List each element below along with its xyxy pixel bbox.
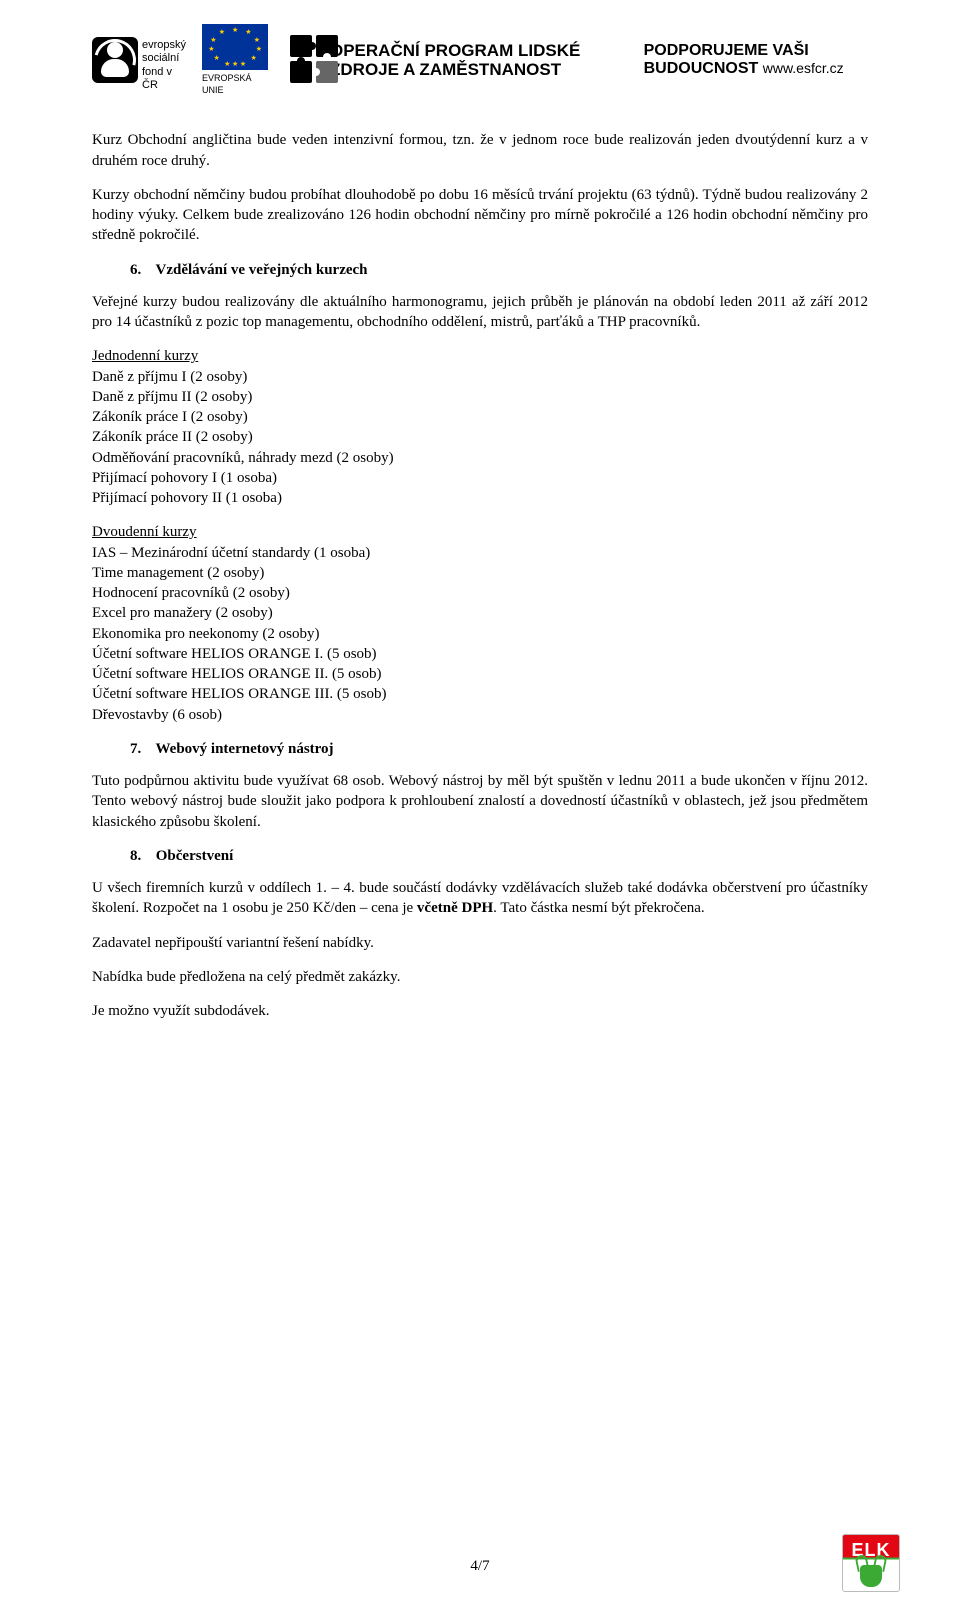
p5-bold: včetně DPH bbox=[417, 900, 493, 916]
elk-logo: ELK bbox=[842, 1534, 900, 1592]
esf-line1: evropský bbox=[142, 39, 186, 52]
list-item: Zákoník práce II (2 osoby) bbox=[92, 427, 868, 447]
paragraph-offer: Nabídka bude předložena na celý předmět … bbox=[92, 967, 868, 987]
section-6-text: Vzdělávání ve veřejných kurzech bbox=[155, 262, 367, 278]
paragraph-intro-2: Kurzy obchodní němčiny budou probíhat dl… bbox=[92, 185, 868, 246]
list-item: Hodnocení pracovníků (2 osoby) bbox=[92, 583, 868, 603]
paragraph-subcontract: Je možno využít subdodávek. bbox=[92, 1001, 868, 1021]
list-item: Excel pro manažery (2 osoby) bbox=[92, 603, 868, 623]
oneday-courses-block: Jednodenní kurzy Daně z příjmu I (2 osob… bbox=[92, 346, 868, 508]
list-item: Odměňování pracovníků, náhrady mezd (2 o… bbox=[92, 448, 868, 468]
elk-icon bbox=[843, 1557, 899, 1589]
list-item: Přijímací pohovory II (1 osoba) bbox=[92, 488, 868, 508]
list-item: IAS – Mezinárodní účetní standardy (1 os… bbox=[92, 543, 868, 563]
program-block: OPERAČNÍ PROGRAM LIDSKÉ ZDROJE A ZAMĚSTN… bbox=[290, 35, 622, 85]
list-item: Ekonomika pro neekonomy (2 osoby) bbox=[92, 624, 868, 644]
header-band: evropský sociální fond v ČR ★ ★ ★ ★ ★ ★ … bbox=[92, 24, 868, 96]
section-7-text: Webový internetový nástroj bbox=[155, 741, 333, 757]
list-item: Daně z příjmu I (2 osoby) bbox=[92, 367, 868, 387]
program-line1: OPERAČNÍ PROGRAM bbox=[330, 41, 513, 60]
list-item: Přijímací pohovory I (1 osoba) bbox=[92, 468, 868, 488]
section-8-num: 8. bbox=[130, 846, 152, 866]
page-number: 4/7 bbox=[0, 1556, 960, 1576]
list-item: Účetní software HELIOS ORANGE II. (5 oso… bbox=[92, 664, 868, 684]
list-item: Zákoník práce I (2 osoby) bbox=[92, 407, 868, 427]
esf-line3: fond v ČR bbox=[142, 66, 186, 92]
paragraph-section-8: U všech firemních kurzů v oddílech 1. – … bbox=[92, 878, 868, 919]
eu-caption: EVROPSKÁ UNIE bbox=[202, 72, 268, 96]
eu-flag-block: ★ ★ ★ ★ ★ ★ ★ ★ ★ ★ ★ ★ EVROPSKÁ UNIE bbox=[202, 24, 268, 96]
section-8-text: Občerstvení bbox=[156, 848, 233, 864]
paragraph-intro-1: Kurz Obchodní angličtina bude veden inte… bbox=[92, 130, 868, 171]
paragraph-section-6: Veřejné kurzy budou realizovány dle aktu… bbox=[92, 292, 868, 333]
support-block: PODPORUJEME VAŠI BUDOUCNOST www.esfcr.cz bbox=[644, 42, 868, 79]
twoday-courses-block: Dvoudenní kurzy IAS – Mezinárodní účetní… bbox=[92, 522, 868, 725]
paragraph-section-7: Tuto podpůrnou aktivitu bude využívat 68… bbox=[92, 771, 868, 832]
esf-logo-block: evropský sociální fond v ČR bbox=[92, 37, 180, 83]
section-7-title: 7. Webový internetový nástroj bbox=[130, 739, 868, 759]
twoday-title: Dvoudenní kurzy bbox=[92, 522, 868, 542]
esf-line2: sociální bbox=[142, 52, 186, 65]
esf-logo: evropský sociální fond v ČR bbox=[92, 37, 180, 83]
puzzle-icon bbox=[290, 35, 320, 85]
list-item: Účetní software HELIOS ORANGE I. (5 osob… bbox=[92, 644, 868, 664]
list-item: Daně z příjmu II (2 osoby) bbox=[92, 387, 868, 407]
oneday-title: Jednodenní kurzy bbox=[92, 346, 868, 366]
esf-caption: evropský sociální fond v ČR bbox=[142, 39, 186, 92]
section-7-num: 7. bbox=[130, 739, 152, 759]
program-line3: A ZAMĚSTNANOST bbox=[403, 60, 561, 79]
support-line1: PODPORUJEME bbox=[644, 42, 768, 59]
list-item: Účetní software HELIOS ORANGE III. (5 os… bbox=[92, 684, 868, 704]
esf-person-icon bbox=[92, 37, 138, 83]
list-item: Time management (2 osoby) bbox=[92, 563, 868, 583]
list-item: Dřevostavby (6 osob) bbox=[92, 705, 868, 725]
paragraph-variant: Zadavatel nepřipouští variantní řešení n… bbox=[92, 933, 868, 953]
eu-flag-icon: ★ ★ ★ ★ ★ ★ ★ ★ ★ ★ ★ ★ bbox=[202, 24, 268, 70]
section-6-num: 6. bbox=[130, 260, 152, 280]
section-6-title: 6. Vzdělávání ve veřejných kurzech bbox=[130, 260, 868, 280]
p5-post: . Tato částka nesmí být překročena. bbox=[493, 900, 705, 916]
program-title: OPERAČNÍ PROGRAM LIDSKÉ ZDROJE A ZAMĚSTN… bbox=[330, 41, 622, 80]
support-www: www.esfcr.cz bbox=[763, 60, 844, 76]
section-8-title: 8. Občerstvení bbox=[130, 846, 868, 866]
